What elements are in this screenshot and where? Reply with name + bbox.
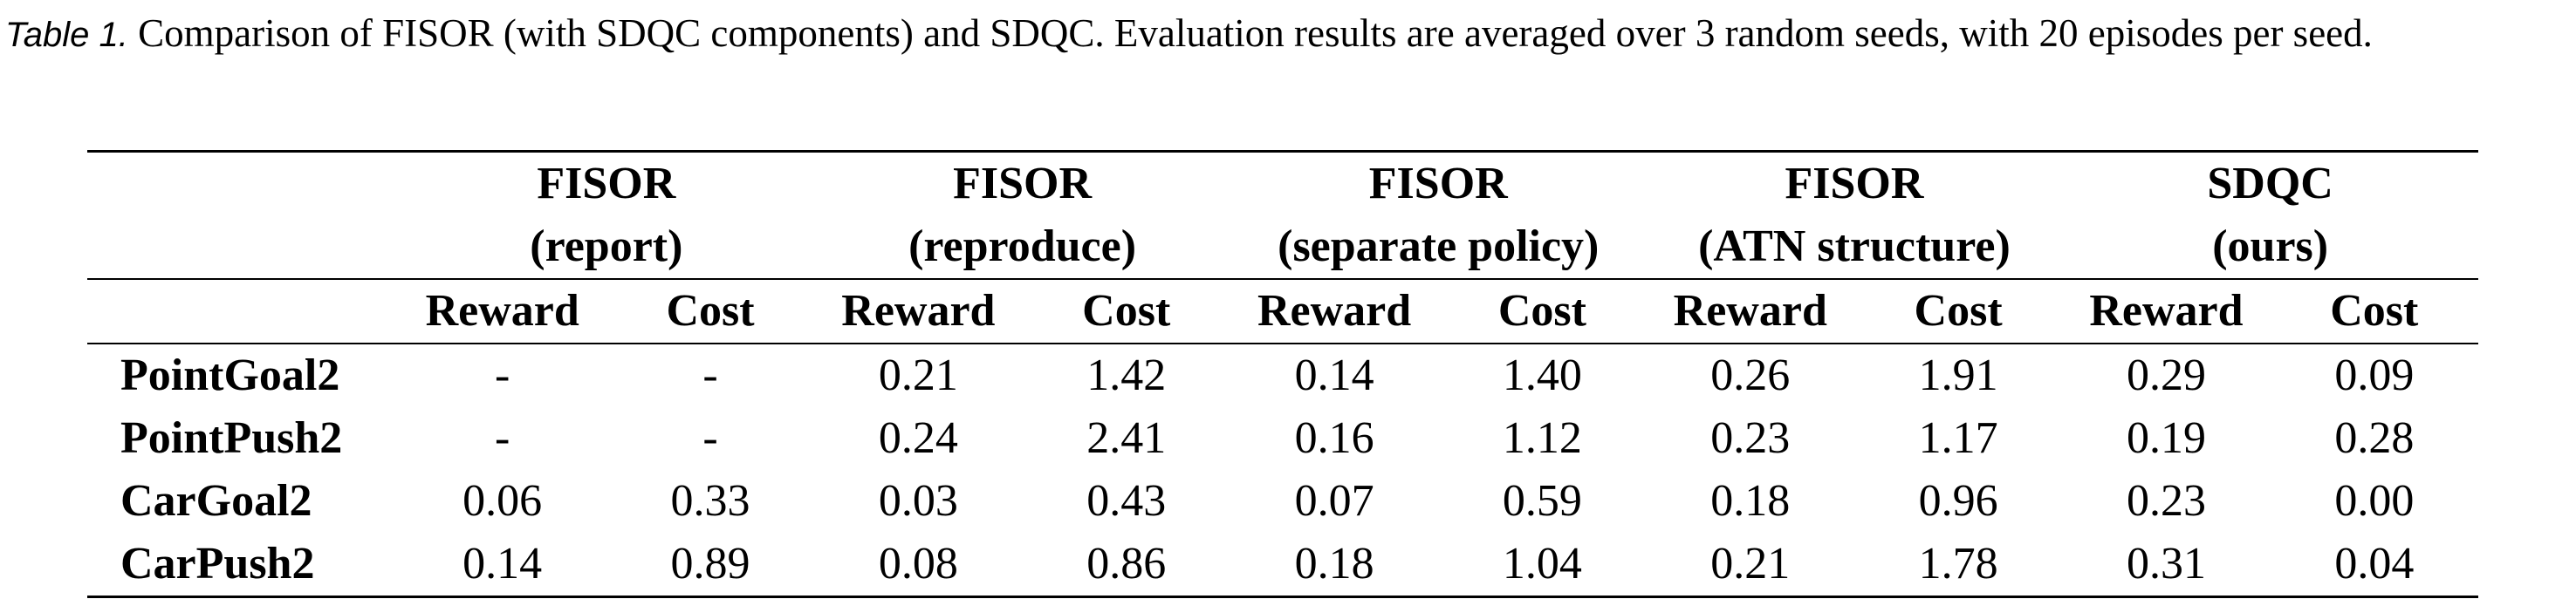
group-header-row: FISOR (report) FISOR (reproduce) FISOR (… <box>87 151 2478 280</box>
group-header-line1: SDQC <box>2207 159 2333 208</box>
table-cell: 0.04 <box>2334 539 2415 589</box>
table-cell: 0.06 <box>462 476 543 526</box>
table-row: CarPush2 0.14 0.89 0.08 0.86 0.18 1.04 0… <box>87 533 2478 597</box>
table-cell: 0.96 <box>1918 476 1998 526</box>
subheader-cost: Cost <box>1497 286 1586 336</box>
group-header-sdqc-ours: SDQC (ours) <box>2062 152 2478 280</box>
group-header-line1: FISOR <box>1785 159 1924 208</box>
table-cell: 0.59 <box>1502 476 1582 526</box>
table-cell: 0.09 <box>2334 351 2415 400</box>
group-header-line2: (report) <box>530 221 683 271</box>
group-header-line2: (reproduce) <box>908 221 1137 271</box>
subheader-reward: Reward <box>2089 286 2244 336</box>
table-cell: 1.17 <box>1918 413 1998 463</box>
table-cell: 0.86 <box>1086 539 1167 589</box>
corner-cell <box>87 279 399 344</box>
table-cell: 1.40 <box>1502 351 1582 400</box>
table-cell: 0.16 <box>1294 413 1374 463</box>
table-cell: 1.78 <box>1918 539 1998 589</box>
table-cell: 0.21 <box>1710 539 1791 589</box>
group-header-line2: (ours) <box>2212 221 2329 271</box>
table-cell: 0.23 <box>2126 476 2206 526</box>
row-label: CarGoal2 <box>120 476 312 526</box>
table-cell: 0.23 <box>1710 413 1791 463</box>
table-cell: 0.28 <box>2334 413 2415 463</box>
table-cell: 0.08 <box>878 539 958 589</box>
table-cell: 0.29 <box>2126 351 2206 400</box>
table-row: PointPush2 - - 0.24 2.41 0.16 1.12 0.23 … <box>87 407 2478 470</box>
group-header-fisor-reproduce: FISOR (reproduce) <box>814 152 1230 280</box>
subheader-reward: Reward <box>1257 286 1412 336</box>
group-header-line2: (separate policy) <box>1278 221 1600 271</box>
group-header-fisor-separate-policy: FISOR (separate policy) <box>1230 152 1647 280</box>
table-cell: 0.43 <box>1086 476 1167 526</box>
results-table: FISOR (report) FISOR (reproduce) FISOR (… <box>87 150 2478 598</box>
table-cell: 0.18 <box>1294 539 1374 589</box>
table-cell: 0.00 <box>2334 476 2415 526</box>
table-cell: 0.89 <box>670 539 750 589</box>
caption-label: Table 1. <box>5 16 128 54</box>
group-header-line1: FISOR <box>953 159 1093 208</box>
corner-cell <box>87 152 399 280</box>
caption-text: Comparison of FISOR (with SDQC component… <box>127 11 2373 55</box>
table-cell: - <box>495 413 510 463</box>
table-cell: 0.14 <box>1294 351 1374 400</box>
table-caption: Table 1. Comparison of FISOR (with SDQC … <box>5 9 2562 59</box>
group-header-line1: FISOR <box>537 159 676 208</box>
subheader-cost: Cost <box>2330 286 2419 336</box>
subheader-row: Reward Cost Reward Cost Reward Cost Rewa… <box>87 279 2478 344</box>
subheader-cost: Cost <box>1914 286 2003 336</box>
row-label: CarPush2 <box>120 539 315 589</box>
table-cell: 0.07 <box>1294 476 1374 526</box>
table-cell: 0.19 <box>2126 413 2206 463</box>
table-cell: 2.41 <box>1086 413 1167 463</box>
table-cell: 0.18 <box>1710 476 1791 526</box>
group-header-fisor-atn-structure: FISOR (ATN structure) <box>1647 152 2063 280</box>
table-cell: 1.91 <box>1918 351 1998 400</box>
table-cell: 1.42 <box>1086 351 1167 400</box>
table-cell: 1.12 <box>1502 413 1582 463</box>
subheader-cost: Cost <box>666 286 755 336</box>
table-cell: 0.24 <box>878 413 958 463</box>
table-cell: 0.33 <box>670 476 750 526</box>
table-row: PointGoal2 - - 0.21 1.42 0.14 1.40 0.26 … <box>87 344 2478 407</box>
table-cell: 0.21 <box>878 351 958 400</box>
table-cell: 0.03 <box>878 476 958 526</box>
table-cell: - <box>702 351 718 400</box>
group-header-line1: FISOR <box>1368 159 1508 208</box>
row-label: PointGoal2 <box>120 351 340 400</box>
row-label: PointPush2 <box>120 413 343 463</box>
table-cell: 0.26 <box>1710 351 1791 400</box>
table-row: CarGoal2 0.06 0.33 0.03 0.43 0.07 0.59 0… <box>87 470 2478 533</box>
table-cell: - <box>495 351 510 400</box>
subheader-reward: Reward <box>841 286 996 336</box>
table-cell: 1.04 <box>1502 539 1582 589</box>
subheader-cost: Cost <box>1082 286 1171 336</box>
group-header-fisor-report: FISOR (report) <box>399 152 815 280</box>
table-cell: 0.14 <box>462 539 543 589</box>
subheader-reward: Reward <box>425 286 579 336</box>
table-cell: - <box>702 413 718 463</box>
group-header-line2: (ATN structure) <box>1698 221 2011 271</box>
table-cell: 0.31 <box>2126 539 2206 589</box>
subheader-reward: Reward <box>1673 286 1827 336</box>
